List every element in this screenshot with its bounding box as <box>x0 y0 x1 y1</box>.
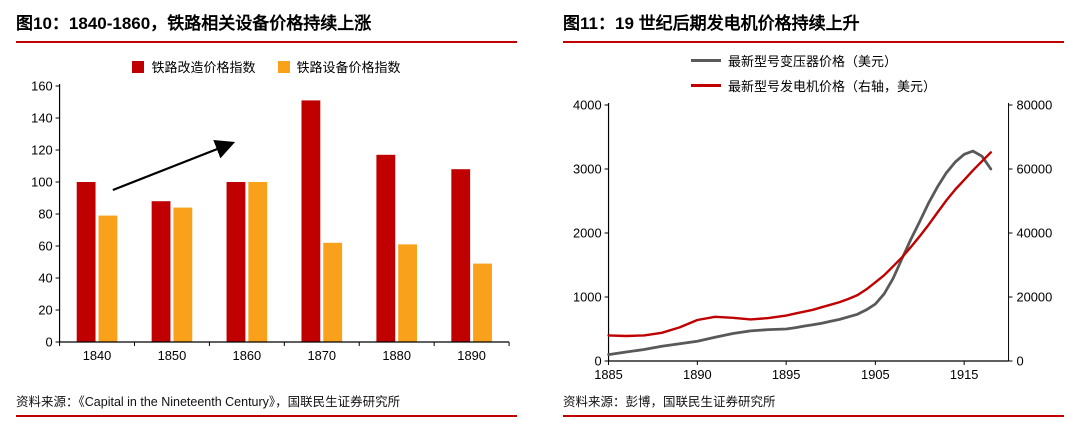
bar-1860-series1 <box>248 182 268 342</box>
bar-1870-series0 <box>301 100 321 343</box>
y-tick-label: 100 <box>31 174 52 189</box>
figure-11-source-label: 资料来源： <box>563 395 626 409</box>
bar-1870-series1 <box>323 242 343 342</box>
left-y-tick-label: 2000 <box>573 225 602 240</box>
right-y-tick-label: 40000 <box>1016 225 1052 240</box>
legend-item: 最新型号变压器价格（美元） <box>690 51 897 70</box>
left-y-tick-label: 1000 <box>573 289 602 304</box>
figure-11-line-chart: 0100020003000400002000040000600008000018… <box>573 97 1052 382</box>
legend-item: 铁路改造价格指数 <box>132 57 256 76</box>
legend-line-swatch <box>690 84 721 87</box>
legend-label: 最新型号变压器价格（美元） <box>727 54 897 69</box>
x-tick-label: 1890 <box>683 367 712 382</box>
figure-11-bottom-rule <box>563 415 1064 417</box>
x-tick-label: 1895 <box>772 367 801 382</box>
y-tick-label: 60 <box>38 238 52 253</box>
x-tick-label: 1840 <box>83 348 112 363</box>
figure-11-panel: 图11：19 世纪后期发电机价格持续上升 最新型号变压器价格（美元） 最新型号发电… <box>563 6 1064 417</box>
figure-10-legend: 铁路改造价格指数 铁路设备价格指数 <box>16 57 517 76</box>
y-tick-label: 160 <box>31 78 52 93</box>
left-y-tick-label: 4000 <box>573 97 602 112</box>
x-tick-label: 1915 <box>950 367 979 382</box>
y-tick-label: 80 <box>38 206 52 221</box>
figure-10-title: 图10：1840-1860，铁路相关设备价格持续上涨 <box>16 6 517 41</box>
y-tick-label: 40 <box>38 270 52 285</box>
bar-1880-series0 <box>376 154 396 342</box>
figure-10-title-text: 1840-1860，铁路相关设备价格持续上涨 <box>68 14 372 33</box>
right-y-tick-label: 60000 <box>1016 161 1052 176</box>
figure-11-source: 资料来源：彭博，国联民生证券研究所 <box>563 387 1064 415</box>
data-line-right-axis <box>607 151 993 338</box>
y-tick-label: 140 <box>31 110 52 125</box>
right-y-tick-label: 80000 <box>1016 97 1052 112</box>
figure-10-source: 资料来源：《Capital in the Nineteenth Century》… <box>16 387 517 415</box>
bar-1890-series0 <box>451 169 471 342</box>
x-tick-label: 1860 <box>233 348 262 363</box>
figure-10-title-rule <box>16 41 517 43</box>
left-y-tick-label: 0 <box>594 353 601 368</box>
figure-10-bar-chart: 0 20 40 60 80 100 120 140 160 1840 1850 1860 1870 188… <box>31 78 510 363</box>
figure-11-title-rule <box>563 41 1064 43</box>
x-tick-label: 1905 <box>861 367 890 382</box>
legend-square-swatch <box>277 60 290 73</box>
x-tick-label: 1850 <box>158 348 187 363</box>
legend-label: 最新型号发电机价格（右轴，美元） <box>727 79 936 94</box>
y-tick-label: 0 <box>45 334 52 349</box>
left-y-tick-label: 3000 <box>573 161 602 176</box>
bar-1880-series1 <box>398 244 417 342</box>
figure-10-source-label: 资料来源： <box>16 395 79 409</box>
trend-arrow <box>112 139 236 192</box>
figure-10-source-text: 《Capital in the Nineteenth Century》，国联民生… <box>78 395 401 409</box>
x-tick-label: 1870 <box>307 348 336 363</box>
x-tick-label: 1890 <box>457 348 486 363</box>
figure-11-source-text: 彭博，国联民生证券研究所 <box>625 395 776 409</box>
figure-10-bottom-rule <box>16 415 517 417</box>
data-line-left-axis <box>607 149 993 357</box>
right-y-tick-label: 0 <box>1016 353 1023 368</box>
figure-11-number: 图11： <box>563 14 615 33</box>
right-y-tick-label: 20000 <box>1016 289 1052 304</box>
bar-1850-series0 <box>151 201 171 342</box>
figure-11-title-text: 19 世纪后期发电机价格持续上升 <box>614 14 860 33</box>
figure-10-number: 图10： <box>16 14 69 33</box>
bar-1850-series1 <box>173 207 193 342</box>
x-tick-label: 1885 <box>594 367 623 382</box>
legend-item: 最新型号发电机价格（右轴，美元） <box>690 76 936 95</box>
legend-label: 铁路改造价格指数 <box>151 60 256 75</box>
bar-1840-series1 <box>98 215 118 342</box>
y-tick-label: 20 <box>38 302 52 317</box>
legend-square-swatch <box>132 60 145 73</box>
x-tick-label: 1880 <box>382 348 411 363</box>
legend-line-swatch <box>690 59 721 62</box>
bar-1840-series0 <box>76 182 96 342</box>
legend-item: 铁路设备价格指数 <box>277 57 401 76</box>
figure-10-panel: 图10：1840-1860，铁路相关设备价格持续上涨 铁路改造价格指数 铁路设备价… <box>16 6 517 417</box>
figure-11-title: 图11：19 世纪后期发电机价格持续上升 <box>563 6 1064 41</box>
bar-1860-series0 <box>226 182 246 342</box>
y-tick-label: 120 <box>31 142 52 157</box>
bar-1890-series1 <box>473 263 492 342</box>
figure-11-legend: 最新型号变压器价格（美元） 最新型号发电机价格（右轴，美元） <box>690 51 936 95</box>
legend-label: 铁路设备价格指数 <box>296 60 401 75</box>
